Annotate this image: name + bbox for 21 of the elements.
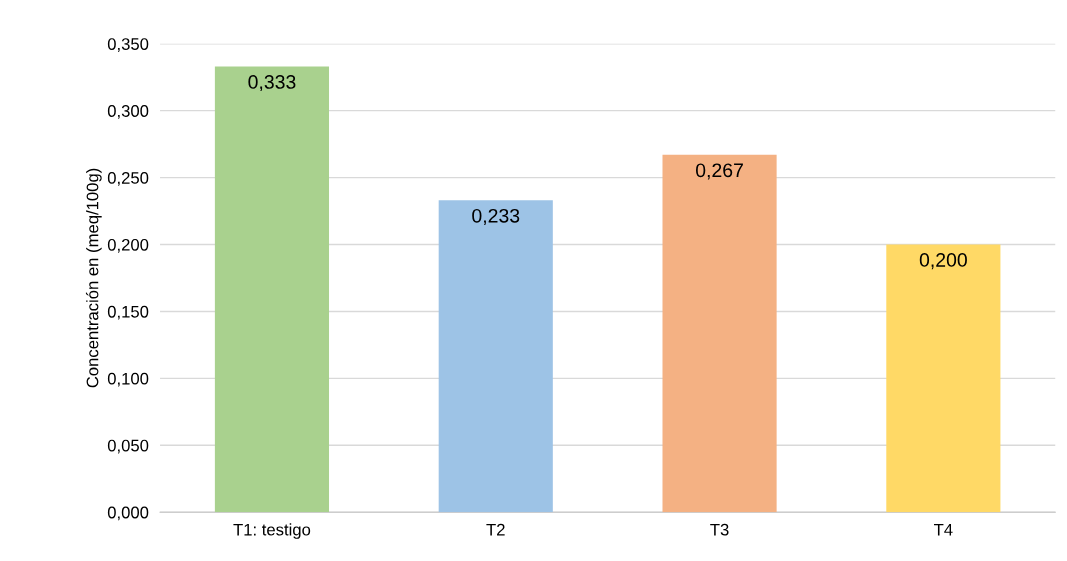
- data-label: 0,333: [248, 75, 296, 92]
- y-tick-label: 0,250: [107, 172, 149, 186]
- y-axis-title: Concentración en (meq/100g): [85, 168, 102, 388]
- y-tick-label: 0,350: [107, 38, 149, 52]
- y-tick-label: 0,100: [107, 372, 149, 387]
- x-tick-label: T1: testigo: [233, 523, 311, 539]
- data-label: 0,200: [919, 253, 967, 270]
- bar: [214, 66, 330, 513]
- y-tick-label: 0,050: [107, 439, 149, 454]
- x-tick-label: T3: [710, 523, 729, 536]
- data-label: 0,267: [695, 163, 743, 180]
- y-tick-label: 0,300: [107, 105, 149, 119]
- bar: [438, 200, 553, 513]
- y-tick-label: 0,200: [107, 238, 149, 253]
- y-tick-label: 0,150: [107, 305, 149, 320]
- bar: [662, 154, 777, 513]
- y-tick-label: 0,000: [107, 506, 149, 521]
- x-tick-label: T2: [486, 523, 505, 536]
- x-tick-label: T4: [934, 523, 953, 536]
- data-label: 0,233: [472, 208, 520, 225]
- bar: [886, 244, 1001, 513]
